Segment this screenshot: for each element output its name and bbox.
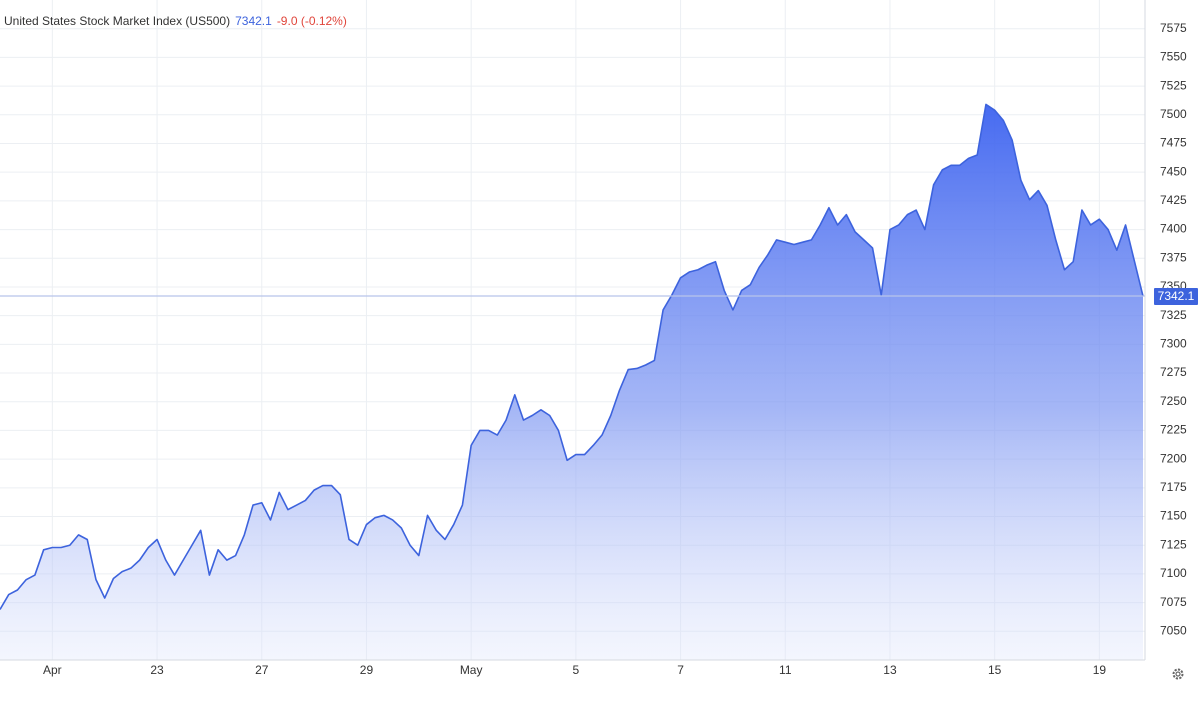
y-tick-label: 7125: [1160, 537, 1187, 551]
y-tick-label: 7500: [1160, 107, 1187, 121]
last-price-box: [1154, 288, 1198, 306]
y-tick-label: 7225: [1160, 423, 1187, 437]
y-tick-label: 7200: [1160, 451, 1187, 465]
y-tick-label: 7325: [1160, 308, 1187, 322]
y-tick-label: 7450: [1160, 164, 1187, 178]
y-tick-label: 7150: [1160, 509, 1187, 523]
settings-icon[interactable]: [1172, 668, 1184, 680]
y-tick-label: 7275: [1160, 365, 1187, 379]
x-tick-label: 7: [677, 663, 684, 677]
x-tick-label: 15: [988, 663, 1002, 677]
last-price-label: 7342.1: [1158, 289, 1195, 303]
x-tick-label: 23: [150, 663, 164, 677]
x-tick-label: Apr: [43, 663, 62, 677]
x-tick-label: 29: [360, 663, 374, 677]
price-line: [0, 103, 1144, 610]
y-tick-label: 7175: [1160, 480, 1187, 494]
y-tick-label: 7300: [1160, 337, 1187, 351]
y-tick-label: 7475: [1160, 136, 1187, 150]
y-tick-label: 7400: [1160, 222, 1187, 236]
y-tick-label: 7425: [1160, 193, 1187, 207]
last-price: 7342.1: [235, 14, 272, 28]
y-tick-label: 7550: [1160, 50, 1187, 64]
x-tick-label: 13: [883, 663, 897, 677]
y-tick-label: 7575: [1160, 21, 1187, 35]
x-tick-label: 5: [573, 663, 580, 677]
y-tick-label: 7375: [1160, 250, 1187, 264]
x-tick-label: 19: [1093, 663, 1107, 677]
y-tick-label: 7050: [1160, 623, 1187, 637]
y-tick-label: 7525: [1160, 78, 1187, 92]
price-change: -9.0 (-0.12%): [277, 14, 347, 28]
x-tick-label: 11: [779, 663, 792, 677]
area-fill: [0, 104, 1143, 660]
y-tick-label: 7250: [1160, 394, 1187, 408]
x-tick-label: 27: [255, 663, 269, 677]
chart-title: United States Stock Market Index (US500)…: [4, 14, 347, 28]
x-tick-label: May: [460, 663, 483, 677]
y-tick-label: 7075: [1160, 595, 1187, 609]
y-tick-label: 7100: [1160, 566, 1187, 580]
title-text: United States Stock Market Index (US500): [4, 14, 230, 28]
